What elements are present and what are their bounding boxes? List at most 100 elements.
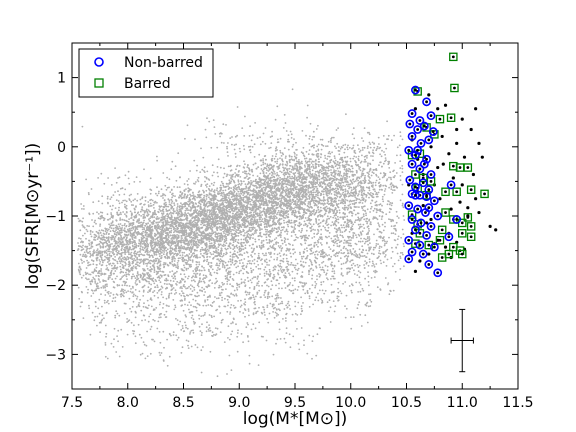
background-point <box>285 214 288 217</box>
background-point <box>260 168 263 170</box>
background-point <box>245 170 248 173</box>
background-point <box>96 249 98 252</box>
background-point <box>312 228 315 231</box>
background-point <box>372 159 374 162</box>
background-point <box>221 224 224 227</box>
background-point <box>334 157 336 160</box>
background-point <box>189 202 191 205</box>
background-point <box>305 185 308 188</box>
background-point <box>231 198 234 201</box>
background-point <box>371 141 374 144</box>
background-point <box>198 202 201 205</box>
background-point <box>165 203 168 206</box>
background-point <box>232 248 235 251</box>
background-point <box>286 161 289 164</box>
background-point <box>279 179 282 182</box>
background-point <box>219 184 222 187</box>
background-point <box>183 183 186 185</box>
background-point <box>276 213 278 216</box>
background-point <box>317 184 320 186</box>
background-point <box>256 175 259 178</box>
background-point <box>218 222 221 225</box>
background-point <box>121 201 123 204</box>
background-point <box>179 249 182 252</box>
background-point <box>220 192 223 195</box>
background-point <box>278 189 281 192</box>
background-point <box>295 141 297 144</box>
background-point <box>206 253 209 256</box>
background-point <box>169 224 172 227</box>
background-point <box>106 229 109 232</box>
background-point <box>221 234 224 237</box>
background-point <box>237 235 240 237</box>
background-point <box>163 241 166 244</box>
background-point <box>236 224 239 226</box>
background-point <box>329 216 332 218</box>
background-point <box>89 252 92 255</box>
background-point <box>282 169 285 172</box>
background-point <box>326 215 329 218</box>
background-point <box>236 211 238 214</box>
background-point <box>119 238 122 240</box>
background-point <box>145 208 148 211</box>
background-point <box>205 195 208 198</box>
background-point <box>292 143 295 146</box>
background-point <box>173 204 176 207</box>
background-point <box>274 182 276 185</box>
background-point <box>167 205 170 208</box>
background-point <box>357 194 359 197</box>
background-point <box>240 212 243 215</box>
background-point <box>246 217 249 220</box>
background-point <box>77 242 79 244</box>
background-point <box>160 195 163 198</box>
background-point <box>206 248 209 251</box>
background-point <box>241 187 243 190</box>
background-point <box>229 247 232 250</box>
background-point <box>229 174 231 177</box>
background-point <box>291 213 293 216</box>
background-point <box>205 186 208 188</box>
background-point <box>288 167 291 170</box>
background-point <box>151 229 154 232</box>
background-point <box>100 246 102 248</box>
background-point <box>286 233 289 235</box>
background-point <box>142 213 145 216</box>
background-point <box>195 203 198 205</box>
background-point <box>80 276 83 279</box>
background-point <box>280 229 282 232</box>
background-point <box>301 198 303 201</box>
background-point <box>170 198 173 201</box>
background-point <box>94 219 96 222</box>
background-point <box>290 235 293 237</box>
background-point <box>310 162 313 164</box>
background-point <box>238 165 241 167</box>
background-point <box>205 189 208 192</box>
background-point <box>229 182 232 185</box>
background-point <box>242 221 245 224</box>
background-point <box>209 242 211 245</box>
background-point <box>211 188 213 191</box>
background-point <box>192 237 194 240</box>
background-point <box>255 178 257 181</box>
background-point <box>260 188 263 191</box>
background-point <box>195 236 198 238</box>
background-point <box>250 209 253 212</box>
background-point <box>143 227 145 229</box>
background-point <box>314 170 317 173</box>
background-point <box>335 169 337 172</box>
background-point <box>203 194 206 197</box>
background-point <box>125 275 128 278</box>
background-point <box>370 182 373 185</box>
background-point <box>141 243 144 245</box>
background-point <box>239 213 241 216</box>
background-point <box>296 198 298 200</box>
background-point <box>121 247 123 250</box>
background-point <box>201 246 204 249</box>
background-point <box>223 238 226 241</box>
background-point <box>264 228 267 231</box>
background-point <box>117 236 120 239</box>
background-point <box>244 195 247 198</box>
background-point <box>346 155 349 158</box>
background-point <box>331 208 333 211</box>
background-point <box>124 239 127 241</box>
